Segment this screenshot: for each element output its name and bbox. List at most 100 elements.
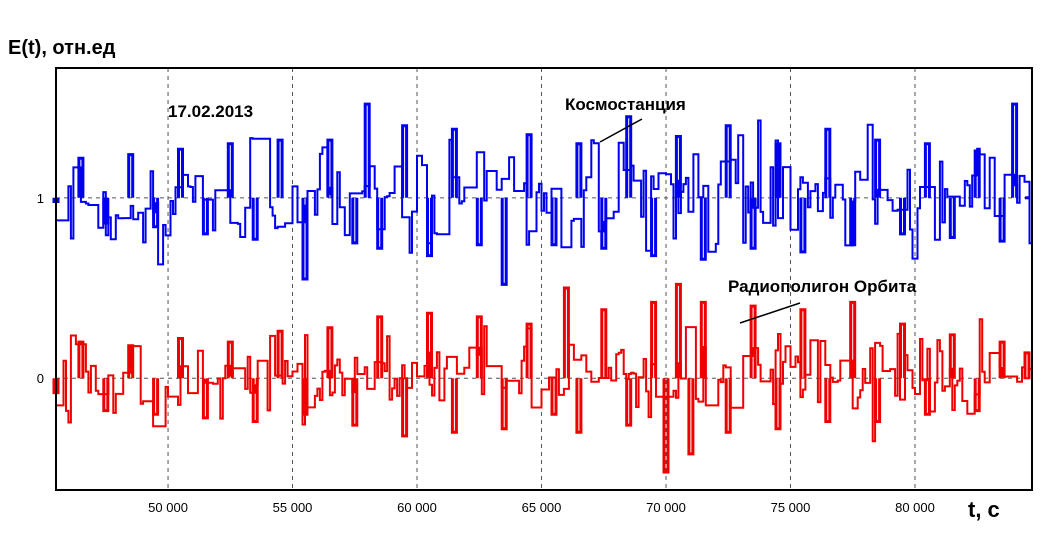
series-noise-trace [56,318,1032,443]
y-tick-label: 0 [37,371,44,386]
series-peak [326,326,334,379]
series-peak [201,378,209,420]
series-peak [426,197,433,258]
series-1 [52,102,1032,286]
y-tick-label: 1 [37,191,44,206]
plot-frame [55,67,1033,491]
series-peak [948,333,956,379]
series-peak [450,378,458,434]
series-peak [724,378,732,434]
annotation-orbita: Радиополигон Орбита [728,277,917,296]
series-peak [998,197,1006,243]
tick-labels: 50 000 55 000 60 000 65 000 70 000 75 000 80 0… [37,191,935,515]
series-peak [102,378,110,413]
series-peak [550,378,558,416]
series-peak [625,378,633,427]
series-peak [874,138,882,198]
annotation-cosmostation-pointer [599,118,643,143]
series-peak [650,300,658,379]
series-peak [401,378,409,438]
series-peak [376,197,384,250]
series-peak [899,197,906,236]
series-peak [177,147,184,198]
x-tick-label: 50 000 [148,500,188,515]
series-2 [52,282,1032,474]
series-peak [450,127,458,198]
series-peak [475,197,483,247]
series-peak [152,197,160,229]
series-peak [226,142,234,198]
x-tick-label: 70 000 [646,500,686,515]
y-axis-label: E(t), отн.ед [8,37,116,59]
series-peak [500,378,508,431]
series-peak [674,135,682,198]
series-peak [575,142,583,198]
series-peak [799,308,807,379]
series-peak [923,378,931,416]
series-peak [699,197,707,261]
series-peak [376,315,384,379]
series-peak [475,315,483,379]
series-peak [998,340,1006,379]
series-layer [52,102,1032,474]
x-tick-label: 75 000 [771,500,811,515]
series-peak [824,127,832,198]
series-peak [973,378,981,413]
series-peak [849,197,857,247]
series-peak [363,102,371,198]
series-peak [550,197,558,247]
series-peak [226,340,234,379]
x-tick-label: 80 000 [895,500,935,515]
date-label: 17.02.2013 [168,102,253,121]
series-peak [973,149,981,198]
series-peak [600,308,608,379]
series-peak [301,197,309,281]
series-peak [251,378,259,423]
x-tick-label: 55 000 [273,500,313,515]
x-axis-label: t, c [968,497,1000,522]
series-peak [824,378,832,423]
series-peak [650,197,658,258]
series-peak [301,378,309,416]
series-peak [177,337,184,379]
series-peak [102,197,110,225]
series-peak [251,197,259,241]
series-peak [899,322,906,379]
series-peak [575,378,583,434]
series-peak [749,197,757,250]
series-peak [687,378,695,456]
series-peak [774,142,782,198]
series-peak [774,378,782,431]
series-peak [724,124,732,198]
series-peak [562,286,570,379]
series-peak [874,378,882,423]
series-peak [699,300,707,379]
series-peak [201,197,209,236]
series-peak [127,344,135,379]
series-peak [674,282,682,379]
series-peak [351,197,359,245]
series-peak [77,340,85,379]
series-peak [662,378,670,474]
series-peak [1011,102,1019,198]
series-peak [525,322,533,379]
series-peak [1023,351,1031,379]
series-peak [525,133,533,198]
series-peak [152,378,160,416]
series-peak [849,300,857,379]
series-peak [77,156,85,198]
series-peak [500,197,508,286]
series-peak [923,142,931,198]
series-peak [276,329,284,379]
series-peak [625,115,633,198]
series-peak [127,153,135,198]
series-peak [600,197,608,250]
series-peak [276,138,284,198]
series-peak [351,378,359,427]
series-peak [426,311,433,379]
x-tick-label: 65 000 [522,500,562,515]
series-peak [749,304,757,379]
series-peak [401,124,409,198]
x-tick-label: 60 000 [397,500,437,515]
